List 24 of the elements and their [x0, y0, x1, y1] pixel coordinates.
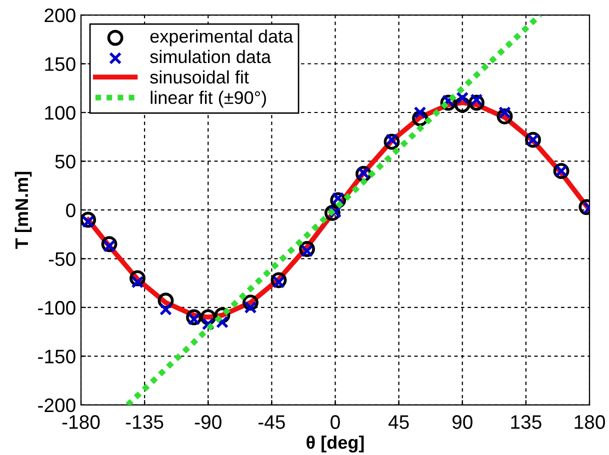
x-axis-title: θ [deg]	[306, 436, 364, 452]
x-tick-label: -135	[126, 415, 164, 429]
legend-label: experimental data	[150, 29, 294, 46]
y-tick-label: 100	[45, 106, 76, 120]
x-tick-label: 45	[388, 415, 409, 429]
x-tick-label: -45	[258, 415, 285, 429]
legend-label: sinusoidal fit	[150, 70, 249, 84]
x-tick-label: -180	[62, 415, 100, 429]
x-tick-label: 90	[452, 415, 472, 429]
x-tick-label: 135	[511, 415, 542, 429]
x-tick-label: -90	[194, 415, 222, 429]
y-tick-label: -50	[48, 252, 76, 266]
y-tick-label: -150	[38, 350, 76, 364]
y-tick-label: -100	[38, 300, 76, 315]
y-tick-label: 200	[44, 8, 76, 22]
legend-label: simulation data	[150, 50, 272, 64]
legend-label: linear fit (±90°)	[150, 90, 266, 108]
y-axis-title: T [mN.m]	[14, 172, 32, 249]
y-tick-label: 150	[45, 57, 76, 71]
y-tick-label: 50	[55, 154, 76, 168]
x-tick-label: 0	[330, 415, 340, 429]
y-tick-label: -200	[38, 398, 76, 412]
x-tick-label: 180	[574, 415, 605, 429]
y-tick-label: 0	[66, 203, 76, 218]
